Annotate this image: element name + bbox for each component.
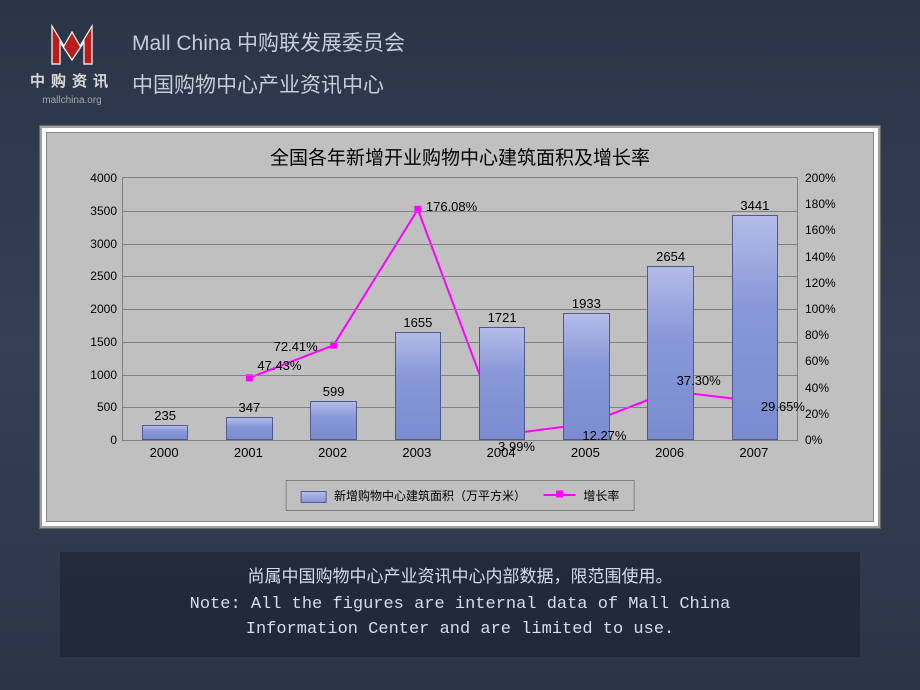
bar: [563, 313, 609, 440]
y-right-tick: 60%: [805, 354, 829, 368]
x-tick: 2004: [487, 445, 516, 460]
y-left-tick: 1500: [75, 335, 117, 349]
chart-title: 全国各年新增开业购物中心建筑面积及增长率: [47, 133, 873, 176]
footer-line-3: Information Center and are limited to us…: [70, 617, 850, 643]
y-right-tick: 40%: [805, 381, 829, 395]
x-tick: 2001: [234, 445, 263, 460]
y-right-tick: 80%: [805, 328, 829, 342]
header-line-1: Mall China 中购联发展委员会: [132, 27, 405, 57]
y-left-tick: 500: [75, 400, 117, 414]
growth-label: 176.08%: [426, 199, 477, 214]
x-tick: 2006: [655, 445, 684, 460]
gridline: [123, 276, 797, 277]
header-line-2: 中国购物中心产业资讯中心: [132, 69, 405, 99]
legend: 新增购物中心建筑面积（万平方米） 增长率: [286, 480, 635, 511]
y-right-tick: 120%: [805, 276, 836, 290]
chart-frame: 全国各年新增开业购物中心建筑面积及增长率 0500100015002000250…: [40, 126, 880, 528]
header: 中购资讯 mallchina.org Mall China 中购联发展委员会 中…: [0, 0, 920, 116]
footer-line-1: 尚属中国购物中心产业资讯中心内部数据，限范围使用。: [70, 566, 850, 592]
legend-bar-label: 新增购物中心建筑面积（万平方米）: [334, 489, 526, 503]
x-tick: 2005: [571, 445, 600, 460]
y-left-tick: 3500: [75, 204, 117, 218]
growth-label: 72.41%: [274, 339, 318, 354]
y-right-tick: 100%: [805, 302, 836, 316]
bar-value-label: 2654: [656, 249, 685, 264]
y-left-tick: 2500: [75, 269, 117, 283]
y-left-tick: 3000: [75, 237, 117, 251]
bar-swatch-icon: [301, 491, 327, 503]
header-titles: Mall China 中购联发展委员会 中国购物中心产业资讯中心: [132, 27, 405, 99]
bar: [310, 401, 356, 440]
footer-note: 尚属中国购物中心产业资讯中心内部数据，限范围使用。 Note: All the …: [60, 552, 860, 657]
y-right-tick: 160%: [805, 223, 836, 237]
logo-text-cn: 中购资讯: [30, 70, 114, 91]
growth-label: 29.65%: [761, 399, 805, 414]
gridline: [123, 309, 797, 310]
logo-icon: [44, 20, 100, 66]
bar-value-label: 3441: [740, 198, 769, 213]
gridline: [123, 244, 797, 245]
growth-label: 47.43%: [257, 358, 301, 373]
gridline: [123, 342, 797, 343]
bar-value-label: 1933: [572, 296, 601, 311]
growth-label: 37.30%: [677, 373, 721, 388]
chart-inner: 全国各年新增开业购物中心建筑面积及增长率 0500100015002000250…: [46, 132, 874, 522]
y-left-tick: 0: [75, 433, 117, 447]
line-swatch-icon: [544, 488, 576, 500]
logo-text-en: mallchina.org: [42, 95, 101, 106]
legend-item-line: 增长率: [544, 487, 619, 504]
y-right-tick: 180%: [805, 197, 836, 211]
y-right-tick: 0%: [805, 433, 822, 447]
y-left-tick: 4000: [75, 171, 117, 185]
bar-value-label: 1721: [488, 310, 517, 325]
bar: [479, 327, 525, 440]
logo: 中购资讯 mallchina.org: [30, 20, 114, 106]
y-right-tick: 20%: [805, 407, 829, 421]
x-tick: 2000: [150, 445, 179, 460]
plot-area: 050010001500200025003000350040000%20%40%…: [122, 177, 798, 441]
y-right-tick: 140%: [805, 250, 836, 264]
x-tick: 2007: [739, 445, 768, 460]
legend-line-label: 增长率: [583, 489, 619, 503]
x-tick: 2003: [402, 445, 431, 460]
footer-line-2: Note: All the figures are internal data …: [70, 592, 850, 618]
bar: [395, 332, 441, 440]
bar-value-label: 235: [154, 408, 176, 423]
x-axis: 2000 2001 2002 2003 2004 2005 2006 2007: [122, 443, 798, 463]
legend-item-bar: 新增购物中心建筑面积（万平方米）: [301, 487, 526, 504]
bar-value-label: 1655: [403, 315, 432, 330]
x-tick: 2002: [318, 445, 347, 460]
bar: [647, 266, 693, 440]
y-left-tick: 1000: [75, 368, 117, 382]
y-right-tick: 200%: [805, 171, 836, 185]
bar: [226, 417, 272, 440]
y-left-tick: 2000: [75, 302, 117, 316]
bar-value-label: 347: [239, 400, 261, 415]
gridline: [123, 407, 797, 408]
growth-label: 12.27%: [582, 428, 626, 443]
bar: [142, 425, 188, 440]
bar-value-label: 599: [323, 384, 345, 399]
